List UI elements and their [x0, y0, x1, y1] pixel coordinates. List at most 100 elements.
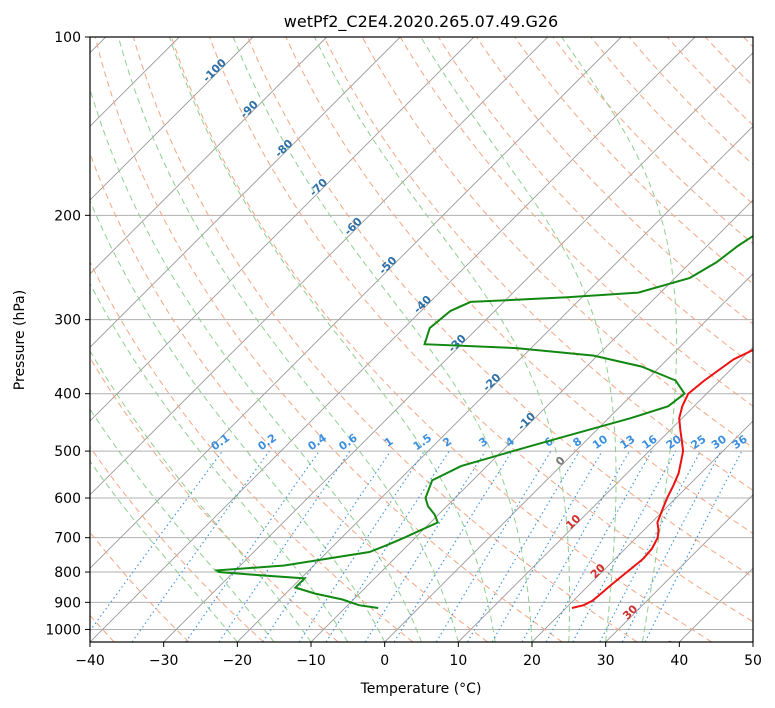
mixing-ratio-label: 3: [477, 435, 491, 450]
chart-title: wetPf2_C2E4.2020.265.07.49.G26: [284, 12, 558, 32]
dry-adiabat-line: [437, 37, 753, 366]
y-tick-label: 800: [54, 565, 81, 581]
mixing-ratio-label: 13: [617, 433, 637, 452]
dry-adiabat-line: [94, 37, 563, 642]
x-tick-label: −20: [223, 653, 253, 669]
mixing-ratio-line: [435, 450, 552, 642]
mixing-ratio-label: 0.4: [306, 431, 330, 453]
mixing-ratio-label: 8: [571, 435, 585, 450]
isotherm-label: 10: [563, 512, 583, 532]
mixing-ratio-line: [467, 450, 580, 642]
mixing-ratio-line: [521, 450, 630, 642]
dry-adiabat-line: [514, 37, 753, 285]
dry-adiabat-line: [90, 356, 339, 642]
moist-adiabat-line: [90, 460, 238, 642]
isotherm-label: -60: [342, 215, 365, 238]
dry-adiabat-line: [704, 37, 753, 87]
dry-adiabat-line: [132, 37, 638, 642]
isotherm-label: 20: [588, 561, 608, 581]
mixing-ratio-label: 25: [689, 433, 709, 452]
sounding-profiles: [214, 234, 753, 609]
moist-adiabat-line: [169, 37, 496, 642]
y-tick-label: 600: [54, 491, 81, 507]
x-tick-label: 40: [670, 653, 688, 669]
mixing-ratio-label: 36: [730, 432, 750, 452]
dry-adiabat-line: [90, 260, 414, 642]
dry-adiabat-lines: [90, 37, 753, 642]
moist-adiabat-line: [232, 37, 533, 642]
mixing-ratio-line: [572, 450, 677, 642]
y-tick-label: 900: [54, 595, 81, 611]
y-tick-label: 500: [54, 444, 81, 460]
isotherm-label: -20: [480, 371, 503, 394]
mixing-ratio-label: 0.2: [256, 431, 279, 453]
moist-adiabat-line: [90, 87, 422, 642]
isotherm-label: 40: [658, 638, 678, 658]
mixing-ratio-line: [644, 450, 743, 642]
mixing-ratio-line: [218, 450, 351, 642]
moist-adiabat-line: [90, 408, 275, 642]
mixing-ratio-line: [545, 450, 653, 642]
plot-frame: [89, 36, 754, 643]
isotherm-line: [90, 37, 475, 422]
isotherm-line: [752, 641, 753, 642]
mixing-ratio-label: 1: [382, 435, 396, 450]
isotherm-line: [90, 37, 696, 642]
y-tick-label: 400: [54, 387, 81, 403]
moist-adiabat-line: [118, 37, 459, 642]
dewpoint-profile-line: [214, 234, 753, 609]
mixing-ratio-label: 0.1: [209, 431, 232, 453]
dry-adiabat-line: [590, 37, 753, 205]
dry-adiabat-line: [552, 37, 753, 245]
isotherm-line: [90, 37, 549, 496]
y-tick-label: 700: [54, 531, 81, 547]
x-tick-label: −30: [149, 653, 179, 669]
x-tick-label: −40: [75, 653, 105, 669]
dry-adiabat-line: [323, 37, 753, 491]
temperature-profile-line: [571, 348, 753, 609]
mixing-ratio-line: [185, 450, 320, 642]
x-tick-label: 50: [744, 653, 762, 669]
y-tick-label: 1000: [45, 622, 81, 638]
dry-adiabat-line: [361, 37, 753, 449]
mixing-ratio-label: 0.6: [336, 431, 360, 453]
mixing-ratio-label: 1.5: [411, 431, 434, 453]
isotherm-line: [457, 346, 753, 642]
x-tick-label: −10: [296, 653, 326, 669]
mixing-ratio-line: [364, 450, 486, 642]
dry-adiabat-line: [171, 37, 712, 642]
mixing-ratio-lines: [90, 450, 743, 642]
moist-adiabat-line: [90, 282, 349, 642]
isotherm-line: [90, 37, 254, 201]
y-tick-label: 300: [54, 313, 81, 329]
x-tick-label: 20: [523, 653, 541, 669]
isotherm-line: [384, 273, 753, 642]
x-tick-label: 10: [449, 653, 467, 669]
y-tick-label: 100: [54, 30, 81, 46]
moist-adiabat-line: [90, 199, 386, 642]
dry-adiabat-line: [90, 531, 190, 642]
isotherm-lines: [90, 37, 753, 642]
x-axis-label: Temperature (°C): [360, 681, 482, 697]
mixing-ratio-line: [298, 450, 425, 642]
isotherm-label: -40: [411, 293, 434, 316]
isotherm-line: [236, 125, 753, 642]
y-tick-label: 200: [54, 208, 81, 224]
x-tick-label: 30: [597, 653, 615, 669]
dry-adiabat-line: [476, 37, 753, 325]
dry-adiabat-line: [399, 37, 753, 407]
mixing-ratio-line: [90, 450, 223, 632]
mixing-ratio-line: [599, 450, 701, 642]
mixing-ratio-line: [325, 450, 450, 642]
moist-adiabat-line: [561, 37, 678, 642]
isotherm-line: [90, 37, 328, 275]
mixing-ratio-line: [131, 450, 270, 642]
isotherm-line: [678, 567, 753, 642]
isotherm-line: [90, 37, 401, 348]
x-tick-label: 0: [380, 653, 389, 669]
isotherm-label: -70: [307, 176, 330, 199]
mixing-ratio-line: [262, 450, 392, 642]
pressure-grid: [90, 36, 753, 630]
isotherm-line: [310, 199, 753, 642]
dry-adiabat-line: [743, 37, 753, 48]
